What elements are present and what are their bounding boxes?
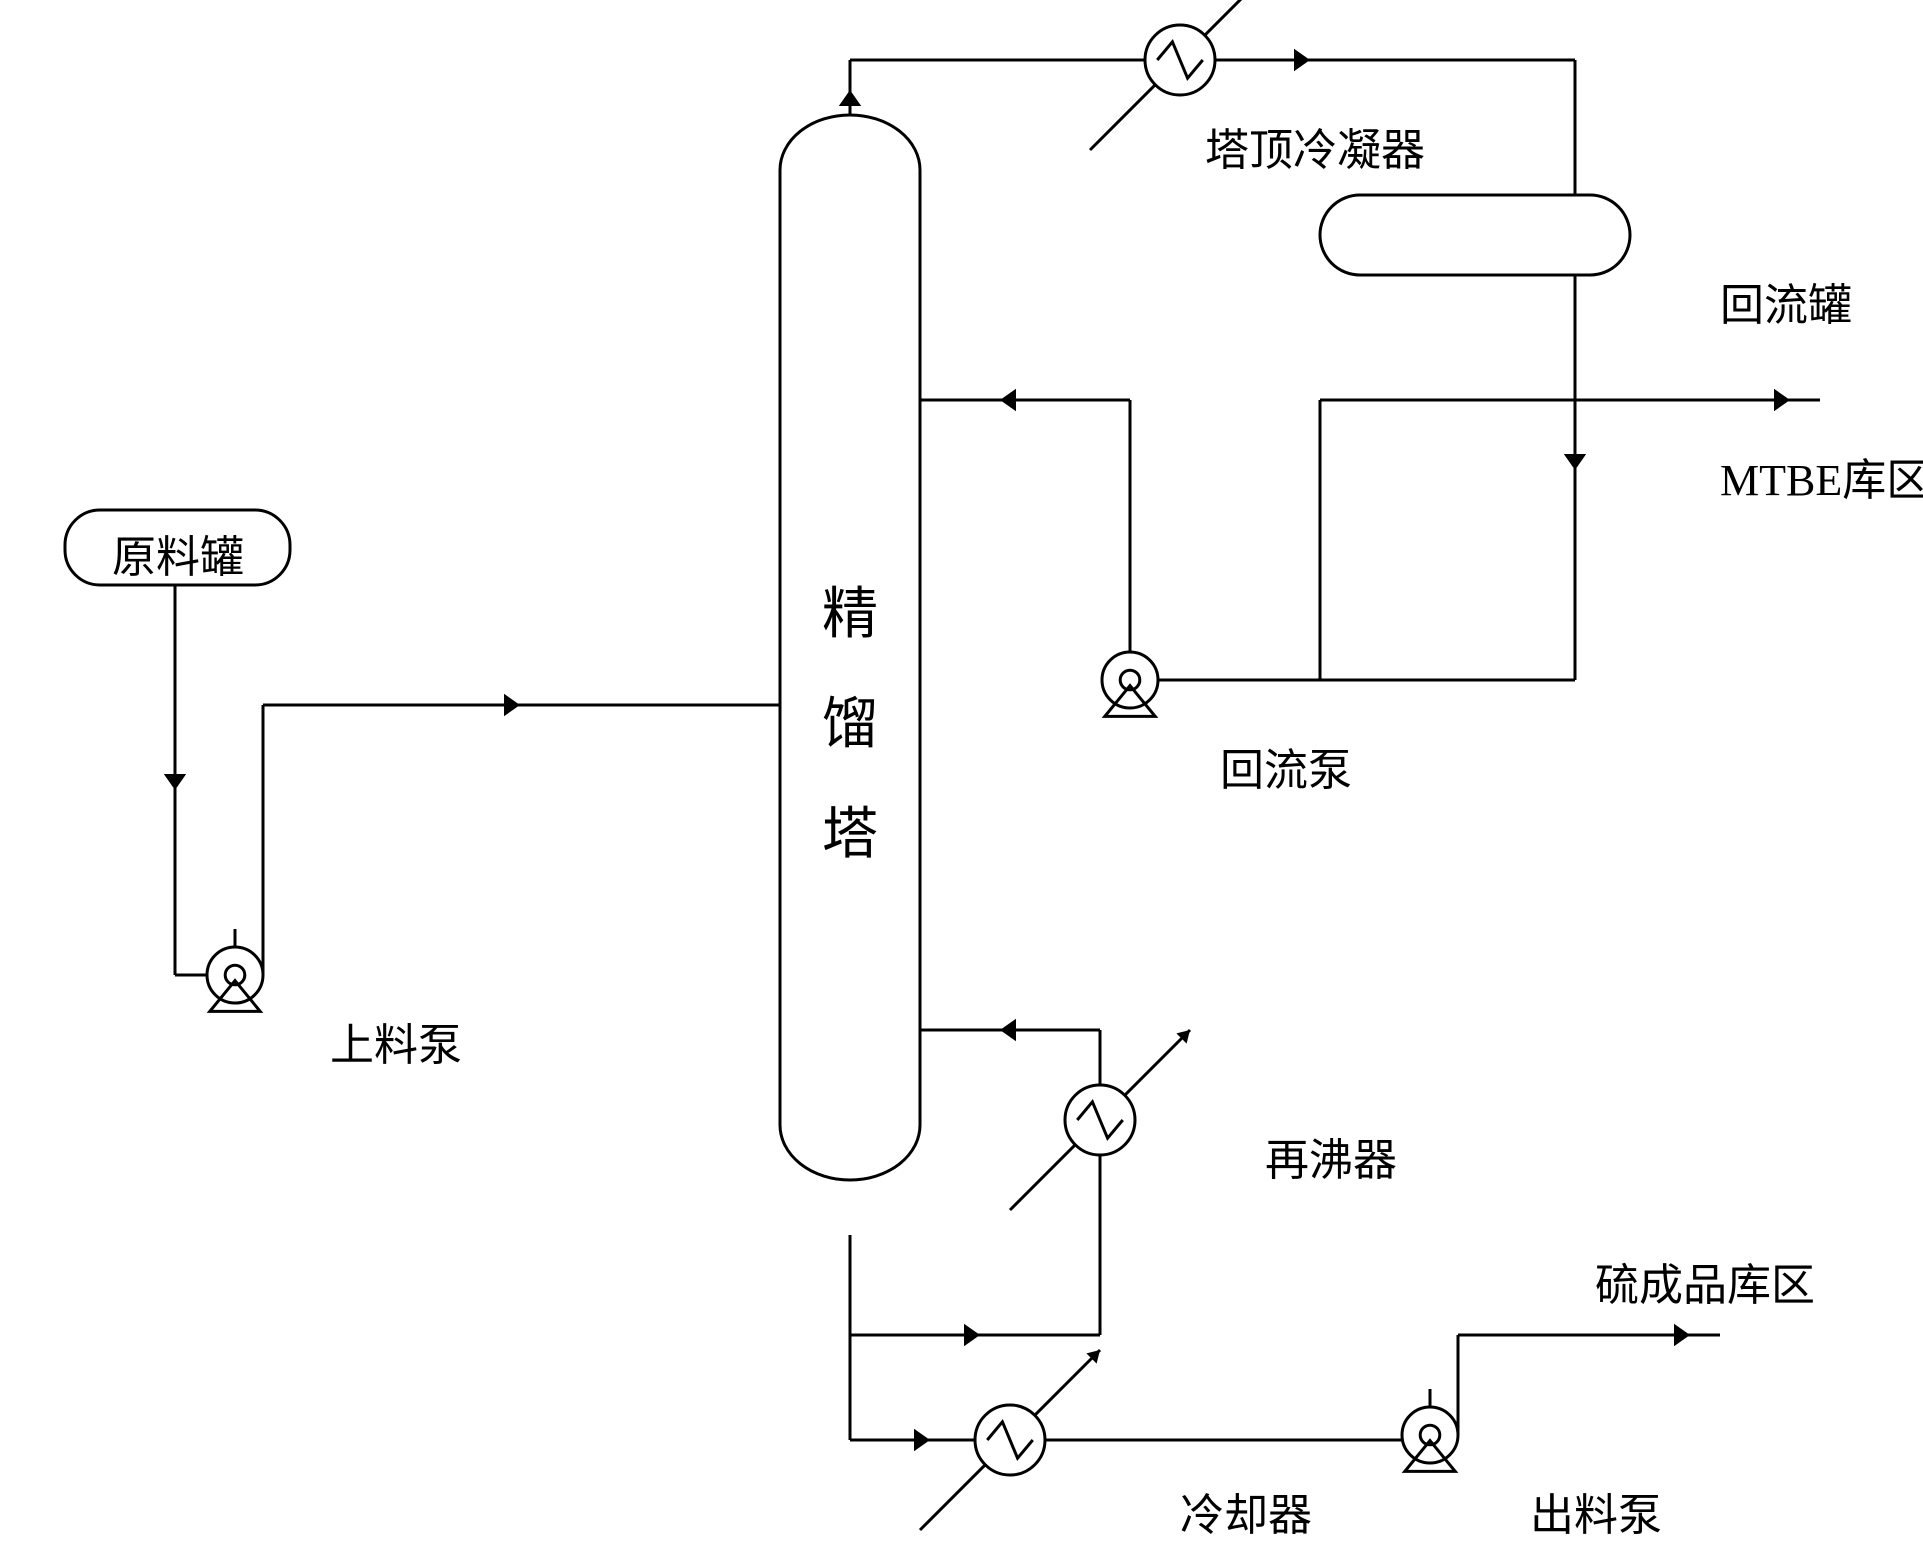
reboiler-label: 再沸器 xyxy=(1265,1136,1397,1185)
flow-arrow xyxy=(914,1429,930,1451)
feed-pump-label: 上料泵 xyxy=(330,1021,462,1070)
flow-arrow xyxy=(504,694,520,716)
flow-arrow xyxy=(164,774,186,790)
column-label-char: 塔 xyxy=(822,804,878,866)
column-label-char: 精 xyxy=(822,584,878,646)
flow-arrow xyxy=(1774,389,1790,411)
feed-pump xyxy=(207,947,263,1003)
column-label-char: 馏 xyxy=(822,694,878,756)
reflux-pump-label: 回流泵 xyxy=(1220,746,1352,795)
distillation-column xyxy=(780,115,920,1180)
cooler-label: 冷却器 xyxy=(1180,1491,1312,1540)
reflux-drum xyxy=(1320,195,1630,275)
flow-arrow xyxy=(1000,1019,1016,1041)
sulfur-storage-label: 硫成品库区 xyxy=(1595,1261,1815,1310)
feed-tank-label: 原料罐 xyxy=(112,533,244,582)
flow-arrow xyxy=(839,90,861,106)
mtbe-storage-label: MTBE库区 xyxy=(1720,456,1923,505)
condenser-label: 塔顶冷凝器 xyxy=(1205,126,1425,175)
discharge-pump xyxy=(1402,1407,1458,1463)
flow-arrow xyxy=(1000,389,1016,411)
reflux-pump xyxy=(1102,652,1158,708)
discharge-pump-label: 出料泵 xyxy=(1530,1491,1662,1540)
flow-arrow xyxy=(1294,49,1310,71)
flow-arrow xyxy=(1564,454,1586,470)
reflux-drum-label: 回流罐 xyxy=(1720,281,1852,330)
flow-arrow xyxy=(964,1324,980,1346)
flow-arrow xyxy=(1674,1324,1690,1346)
